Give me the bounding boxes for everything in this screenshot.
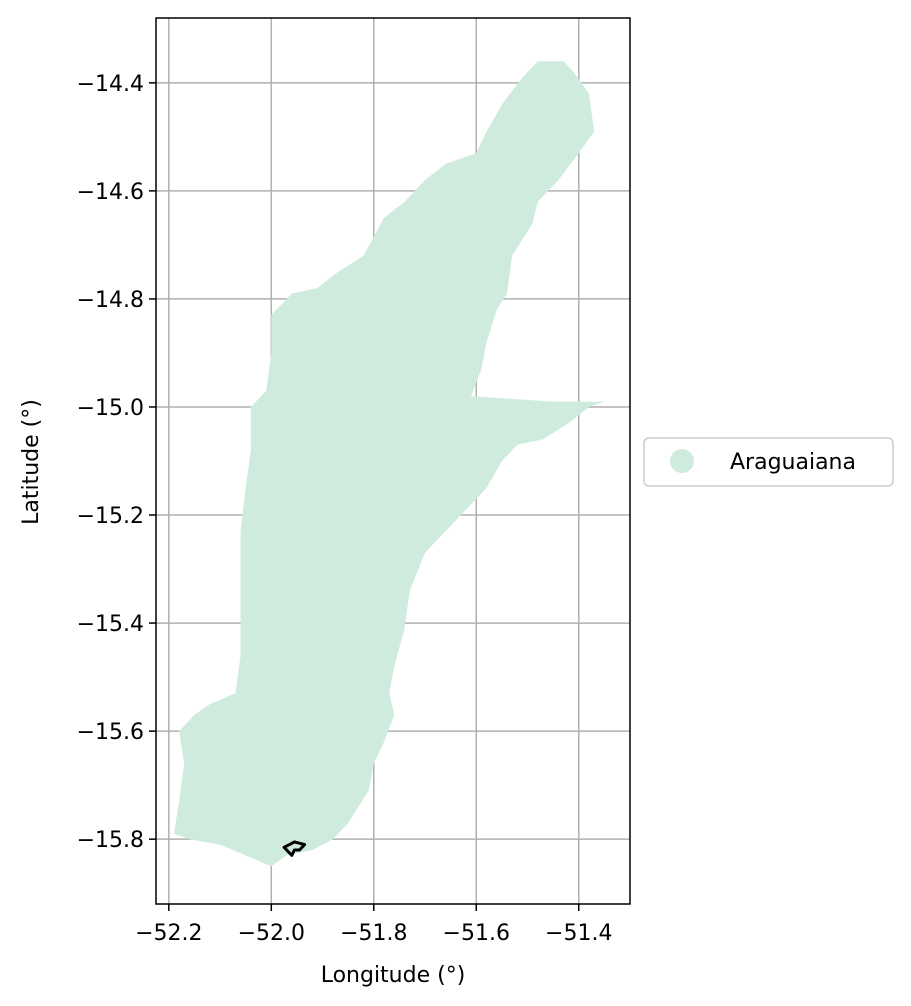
region-araguaiana	[173, 61, 605, 867]
y-tick-label: −15.8	[77, 828, 144, 853]
legend-swatch-araguaiana	[670, 449, 694, 473]
legend-label-araguaiana: Araguaiana	[730, 450, 856, 475]
x-tick-label: −51.8	[340, 921, 407, 946]
axes-frame	[155, 17, 631, 905]
y-axis: −14.4 −14.6 −14.8 −15.0 −15.2 −15.4 −15.6 −15.8	[77, 72, 156, 853]
legend: Araguaiana	[643, 437, 894, 487]
x-tick-label: −51.6	[443, 921, 510, 946]
x-tick-label: −52.0	[238, 921, 305, 946]
y-tick-label: −15.0	[77, 396, 144, 421]
y-tick-label: −14.4	[77, 72, 144, 97]
y-tick-label: −14.8	[77, 288, 144, 313]
x-tick-label: −51.4	[545, 921, 612, 946]
y-tick-label: −15.4	[77, 612, 144, 637]
y-tick-label: −14.6	[77, 180, 144, 205]
legend-frame	[643, 437, 894, 487]
location-marker	[282, 840, 307, 857]
x-axis-label: Longitude (°)	[321, 963, 466, 988]
plot-area	[173, 61, 605, 867]
y-tick-label: −15.2	[77, 504, 144, 529]
y-axis-label: Latitude (°)	[19, 399, 44, 525]
x-axis: −52.2 −52.0 −51.8 −51.6 −51.4	[135, 904, 612, 946]
x-tick-label: −52.2	[135, 921, 202, 946]
y-tick-label: −15.6	[77, 720, 144, 745]
